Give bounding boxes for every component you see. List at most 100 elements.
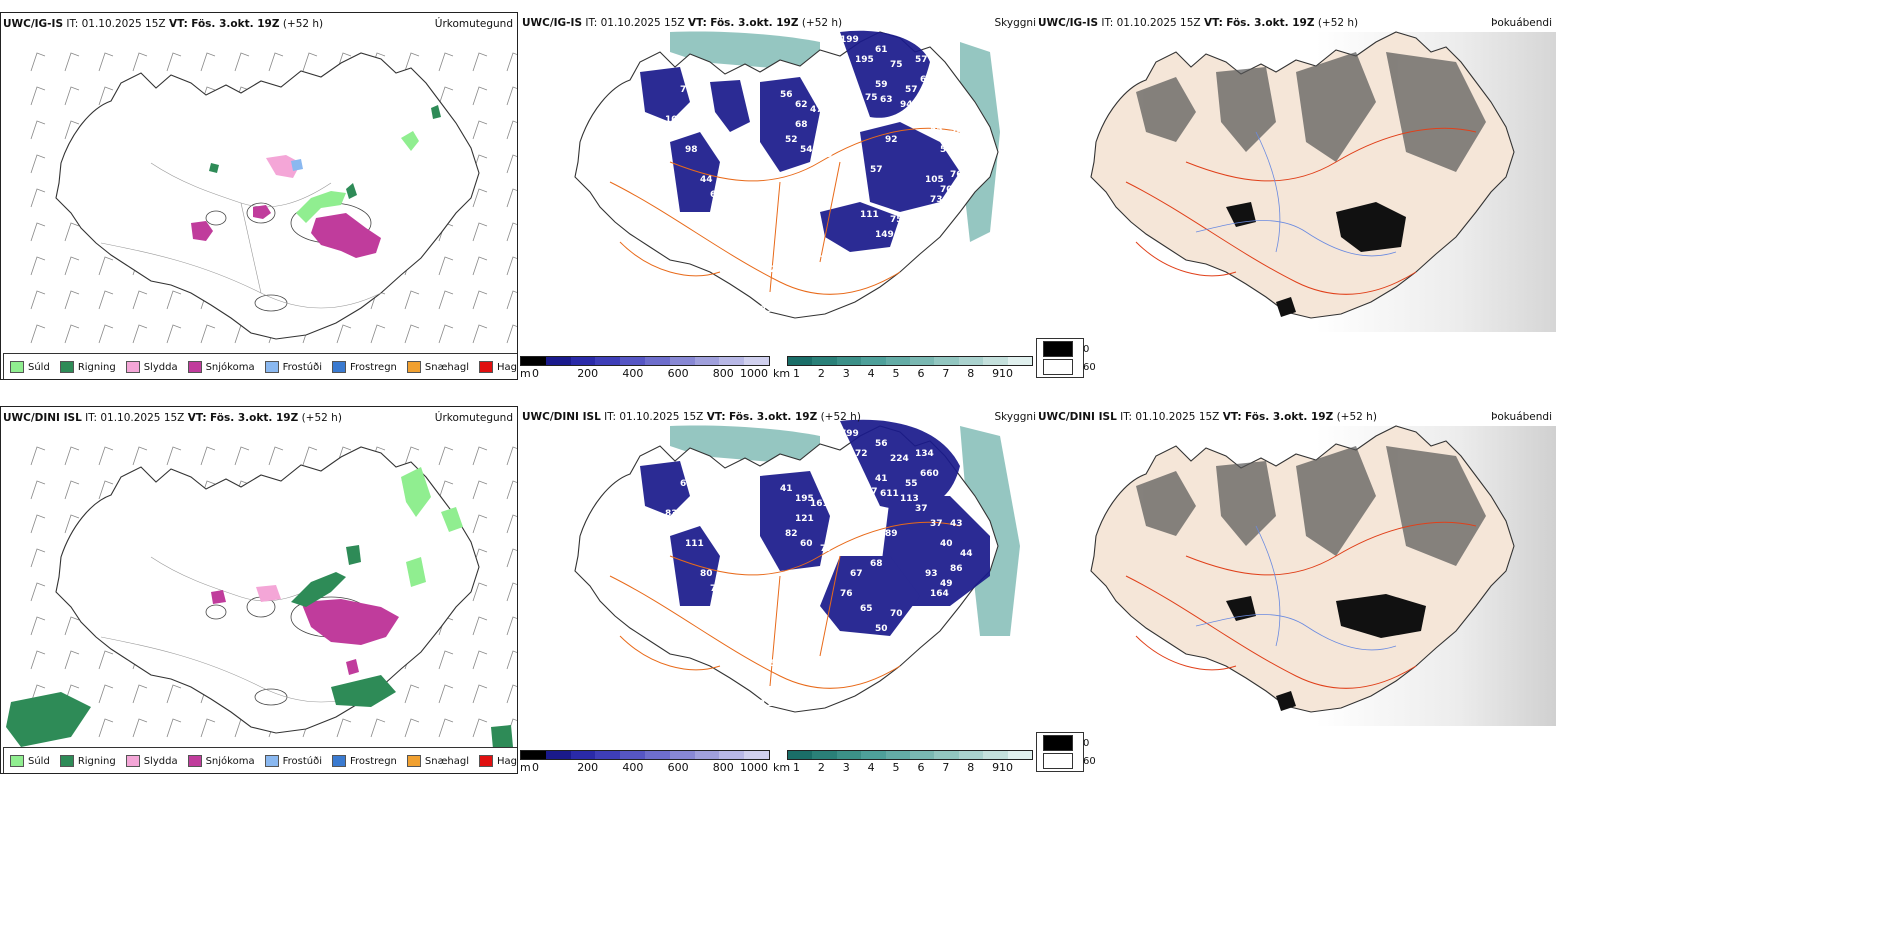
- colorbar-tick-label: 2: [817, 367, 825, 380]
- cloud-base-label: 70: [890, 609, 903, 619]
- colorbar-segment: [694, 751, 720, 759]
- cloud-base-label: 164: [930, 589, 949, 599]
- cloud-base-label: 29: [760, 305, 773, 315]
- colorbar-segment: [669, 357, 695, 365]
- colorbar-segment: [595, 357, 621, 365]
- wind-barb: [64, 514, 80, 534]
- wind-barb: [30, 548, 46, 568]
- fog-key-row: 60: [1043, 359, 1096, 375]
- cloud-base-label: 24: [720, 589, 733, 599]
- colorbar-tick-label: 200: [577, 367, 599, 380]
- cloud-base-label: 55: [770, 659, 783, 669]
- cloud-base-label: 75: [890, 60, 903, 70]
- wind-barb: [98, 256, 114, 276]
- legend-swatch: [125, 361, 140, 373]
- wind-barb: [506, 290, 517, 310]
- colorbar-tick-label: 10: [999, 367, 1013, 380]
- legend-item: Haglél: [479, 755, 517, 767]
- wind-barb: [506, 684, 517, 704]
- wind-barb: [132, 718, 148, 738]
- wind-barb: [472, 256, 488, 276]
- cloud-base-label: 65: [960, 155, 973, 165]
- ceiling-strip: [520, 750, 770, 760]
- ceiling-colorbar: m 0 200 400 600 800 1000: [520, 748, 770, 774]
- cloud-base-label: 62: [850, 175, 863, 185]
- cloud-base-label: 111: [685, 539, 704, 549]
- colorbar-tick-label: 4: [867, 761, 875, 774]
- cloud-base-label: 44: [960, 549, 973, 559]
- colorbar-tick-label: 0: [532, 761, 539, 774]
- colorbar-segment: [669, 751, 695, 759]
- cloud-base-label: 69: [820, 150, 833, 160]
- cloud-base-label: 80: [700, 569, 713, 579]
- wind-barb: [472, 514, 488, 534]
- colorbar-tick-label: 4: [867, 367, 875, 380]
- cloud-base-label: 111: [760, 699, 779, 709]
- legend-item: Slydda: [125, 361, 178, 373]
- colorbar-tick-label: 9: [992, 761, 1000, 774]
- cloud-base-label: 660: [920, 469, 939, 479]
- wind-barb: [472, 120, 488, 140]
- wind-barb: [404, 446, 420, 466]
- cloud-base-label: 63: [720, 195, 733, 205]
- cloud-base-label: 119: [775, 689, 794, 699]
- wind-barb: [30, 514, 46, 534]
- cloud-base-label: 43: [950, 519, 963, 529]
- iceland-outline: [55, 52, 480, 340]
- wind-barb: [64, 324, 80, 344]
- wind-barb: [472, 52, 488, 72]
- wind-barb: [438, 324, 454, 344]
- cloud-base-label: 49: [940, 579, 953, 589]
- cloud-base-label: 195: [855, 55, 874, 65]
- cloud-base-label: 68: [795, 120, 808, 130]
- cloud-base-label: 55: [915, 614, 928, 624]
- cloud-base-label: 611: [880, 489, 899, 499]
- colorbar-tick-label: 10: [999, 761, 1013, 774]
- fog-key: 0 60: [1036, 732, 1096, 772]
- cloud-base-label: 60: [920, 75, 933, 85]
- cloud-base-label: 59: [875, 80, 888, 90]
- wind-barb: [472, 290, 488, 310]
- wind-barb: [472, 222, 488, 242]
- colorbar-tick-label: 800: [712, 367, 734, 380]
- visibility-strip: [787, 356, 1033, 366]
- cloud-ceiling-panel-top: UWC/IG-IS IT: 01.10.2025 15Z VT: Fös. 3.…: [520, 12, 1038, 380]
- cloud-base-label: 134: [915, 449, 934, 459]
- wind-barb: [64, 222, 80, 242]
- wind-barb: [506, 514, 517, 534]
- wind-barb: [404, 324, 420, 344]
- panel-title: UWC/DINI ISL IT: 01.10.2025 15Z VT: Fös.…: [3, 412, 342, 424]
- wind-barb: [302, 446, 318, 466]
- legend-swatch: [10, 755, 24, 767]
- variable-name: Þokuábendi: [1491, 17, 1552, 29]
- variable-name: Þokuábendi: [1491, 411, 1552, 423]
- cloud-base-label: 59: [940, 145, 953, 155]
- colorbar-tick-label: 6: [917, 761, 925, 774]
- wind-barb: [30, 684, 46, 704]
- wind-barb: [472, 480, 488, 500]
- legend-swatch: [406, 755, 421, 767]
- precip-type-panel-bottom: UWC/DINI ISL IT: 01.10.2025 15Z VT: Fös.…: [0, 406, 518, 774]
- wind-barb: [234, 52, 250, 72]
- wind-barb: [472, 188, 488, 208]
- cloud-base-label: 113: [900, 494, 919, 504]
- cloud-base-label: 61: [875, 45, 888, 55]
- cloud-base-label: 67: [850, 569, 863, 579]
- cloud-base-label: 195: [795, 494, 814, 504]
- cloud-base-label: 76: [840, 589, 853, 599]
- colorbar-segment: [812, 751, 837, 759]
- panel-title: UWC/IG-IS IT: 01.10.2025 15Z VT: Fös. 3.…: [522, 17, 843, 29]
- wind-barb: [506, 324, 517, 344]
- cloud-base-label: 37: [930, 519, 943, 529]
- wind-barb: [132, 684, 148, 704]
- wind-barb: [506, 222, 517, 242]
- variable-name: Skyggni: [994, 411, 1037, 423]
- colorbar-tick-label: 400: [622, 367, 644, 380]
- colorbar-segment: [620, 357, 645, 365]
- colorbar-tick-label: 600: [667, 367, 689, 380]
- colorbar-segment: [958, 357, 984, 365]
- legend-swatch: [59, 755, 74, 767]
